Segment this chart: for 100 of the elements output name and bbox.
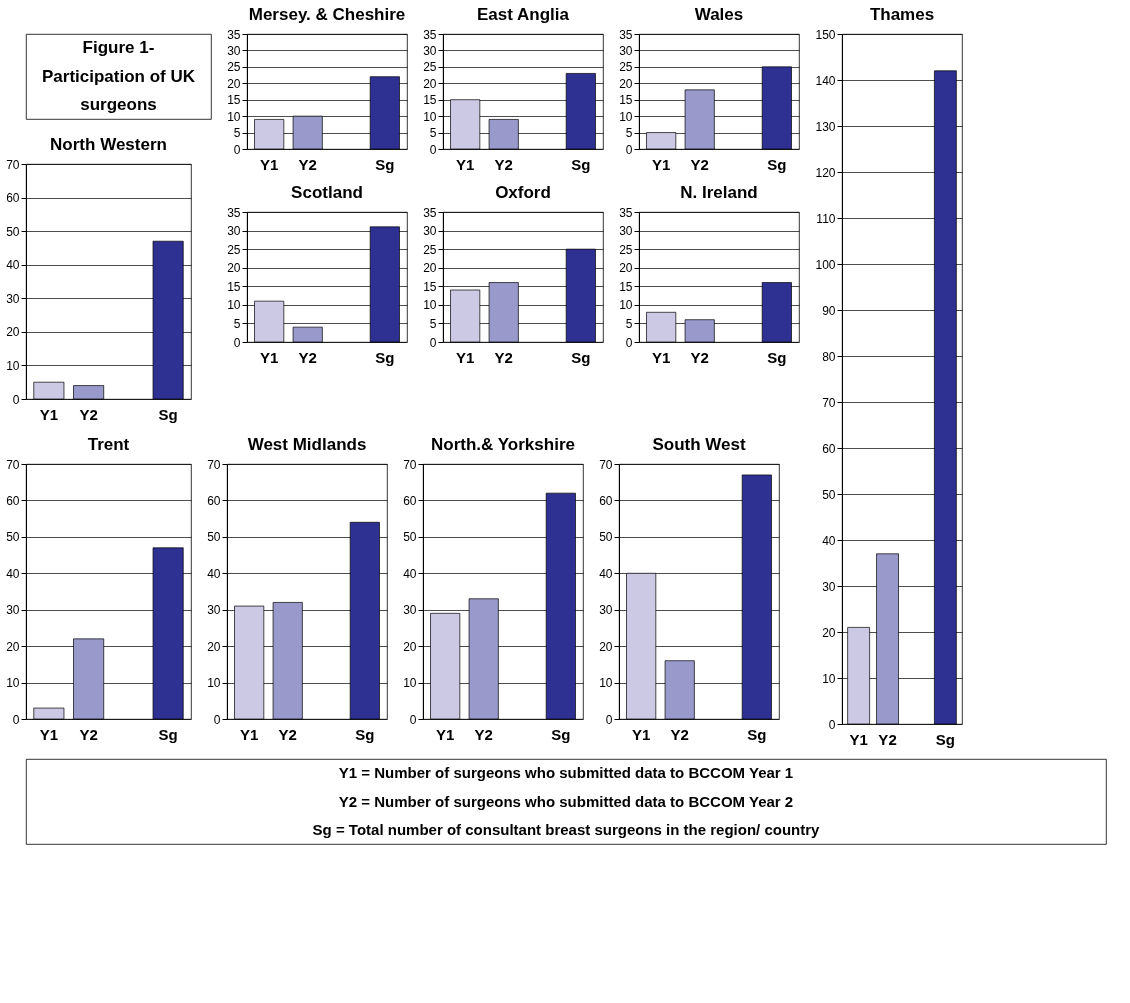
text: Y2 = Number of surgeons who submitted data to BCCOM Year 2	[338, 792, 794, 810]
y-tick-label: 70	[599, 457, 613, 472]
x-tick-label: Y1	[435, 725, 455, 743]
x-tick-label: Sg	[571, 155, 591, 173]
y-tick-label: 20	[423, 261, 437, 276]
y-tick-label: 140	[815, 73, 836, 88]
y-tick-label: 25	[227, 60, 241, 75]
y-tick-label: 25	[619, 60, 633, 75]
y-tick-label: 30	[423, 224, 437, 239]
chart-title: Oxford	[495, 183, 551, 202]
y-tick-label: 0	[625, 142, 633, 157]
x-tick-label: Sg	[375, 348, 395, 366]
y-tick-label: 40	[822, 533, 836, 548]
y-tick-label: 0	[429, 335, 437, 350]
y-tick-label: 35	[423, 205, 437, 220]
text: Y1 = Number of surgeons who submitted data to BCCOM Year 1	[338, 764, 794, 782]
x-tick-label: Y1	[849, 730, 868, 748]
y-tick-label: 10	[822, 671, 836, 686]
x-tick-label: Y1	[39, 725, 59, 743]
y-tick-label: 80	[822, 349, 836, 364]
y-tick-label: 20	[403, 639, 417, 654]
x-tick-label: Y2	[690, 348, 709, 366]
y-tick-label: 130	[815, 119, 836, 134]
y-tick-label: 20	[423, 76, 437, 91]
chart-title: North Western	[50, 135, 167, 154]
x-tick-label: Sg	[158, 405, 178, 423]
x-tick-label: Y2	[79, 405, 98, 423]
y-tick-label: 25	[423, 60, 437, 75]
chart-title: Thames	[869, 5, 935, 24]
chart-title: Mersey. & Cheshire	[248, 5, 406, 24]
x-tick-label: Y1	[259, 348, 279, 366]
y-tick-label: 0	[233, 142, 241, 157]
x-tick-label: Y1	[455, 348, 475, 366]
y-tick-label: 30	[619, 43, 633, 58]
y-tick-label: 0	[213, 712, 221, 727]
y-tick-label: 0	[233, 335, 241, 350]
y-tick-label: 20	[227, 261, 241, 276]
y-tick-label: 150	[815, 27, 836, 42]
y-tick-label: 5	[625, 126, 633, 141]
y-tick-label: 25	[227, 242, 241, 257]
x-tick-label: Y1	[651, 348, 671, 366]
x-tick-label: Y2	[494, 155, 513, 173]
y-tick-label: 20	[6, 325, 20, 340]
y-tick-label: 30	[6, 291, 20, 306]
x-tick-label: Y1	[631, 725, 651, 743]
y-tick-label: 50	[207, 530, 221, 545]
text: Sg = Total number of consultant breast surgeons in the region/ country	[312, 820, 821, 838]
chart-title: North.& Yorkshire	[431, 435, 575, 454]
y-tick-label: 25	[423, 242, 437, 257]
y-tick-label: 10	[227, 298, 241, 313]
y-tick-label: 20	[207, 639, 221, 654]
y-tick-label: 70	[403, 457, 417, 472]
chart-title: South West	[652, 435, 746, 454]
x-tick-label: Sg	[935, 730, 955, 748]
y-tick-label: 60	[6, 493, 20, 508]
x-tick-label: Sg	[767, 348, 787, 366]
y-tick-label: 5	[233, 316, 241, 331]
x-tick-label: Y1	[239, 725, 259, 743]
y-tick-label: 0	[12, 712, 20, 727]
x-tick-label: Y1	[651, 155, 671, 173]
y-tick-label: 110	[816, 211, 836, 226]
y-tick-label: 10	[227, 109, 241, 124]
y-tick-label: 40	[599, 566, 613, 581]
y-tick-label: 40	[403, 566, 417, 581]
x-tick-label: Sg	[158, 725, 178, 743]
x-tick-label: Y2	[670, 725, 689, 743]
y-tick-label: 0	[625, 335, 633, 350]
y-tick-label: 70	[6, 457, 20, 472]
y-tick-label: 30	[619, 224, 633, 239]
y-tick-label: 15	[227, 93, 241, 108]
x-tick-label: Sg	[767, 155, 787, 173]
y-tick-label: 60	[599, 493, 613, 508]
x-tick-label: Y1	[455, 155, 475, 173]
y-tick-label: 20	[619, 76, 633, 91]
y-tick-label: 5	[429, 126, 437, 141]
x-tick-label: Sg	[571, 348, 591, 366]
x-tick-label: Y2	[298, 155, 317, 173]
y-tick-label: 20	[619, 261, 633, 276]
y-tick-label: 50	[403, 530, 417, 545]
x-tick-label: Y1	[259, 155, 279, 173]
y-tick-label: 50	[6, 224, 20, 239]
y-tick-label: 50	[822, 487, 836, 502]
y-tick-label: 30	[207, 603, 221, 618]
y-tick-label: 35	[227, 27, 241, 42]
y-tick-label: 70	[207, 457, 221, 472]
y-tick-label: 0	[828, 717, 836, 732]
y-tick-label: 0	[605, 712, 613, 727]
x-tick-label: Y2	[690, 155, 709, 173]
y-tick-label: 0	[409, 712, 417, 727]
y-tick-label: 20	[227, 76, 241, 91]
chart-title: East Anglia	[477, 5, 570, 24]
y-tick-label: 15	[619, 279, 633, 294]
y-tick-label: 15	[423, 93, 437, 108]
y-tick-label: 10	[6, 676, 20, 691]
y-tick-label: 10	[423, 109, 437, 124]
y-tick-label: 60	[6, 191, 20, 206]
y-tick-label: 60	[403, 493, 417, 508]
y-tick-label: 15	[423, 279, 437, 294]
y-tick-label: 90	[822, 303, 836, 318]
y-tick-label: 30	[423, 43, 437, 58]
